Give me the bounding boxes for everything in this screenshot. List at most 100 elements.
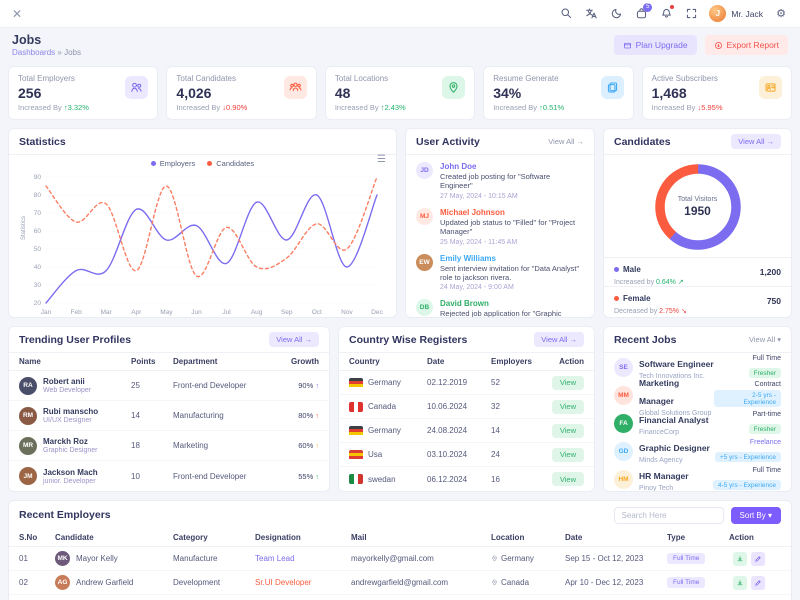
status-badge: Fresher: [748, 368, 781, 378]
status-badge: +5 yrs - Experience: [714, 452, 781, 462]
trending-profiles-panel: Trending User Profiles View All → Name Po…: [8, 326, 330, 492]
download-button[interactable]: [733, 551, 747, 566]
avatar: J: [709, 5, 727, 22]
edit-button[interactable]: [751, 551, 765, 566]
export-report-button[interactable]: Export Report: [704, 35, 788, 55]
list-item: SE Software Engineer Tech Innovations Inc.…: [604, 353, 791, 381]
svg-text:May: May: [160, 309, 173, 316]
svg-text:80: 80: [34, 192, 42, 199]
table-row: Germany 24.08.2024 14 View: [339, 419, 594, 443]
recent-jobs-view-all[interactable]: View All ▾: [749, 335, 781, 344]
translate-icon[interactable]: [584, 7, 598, 21]
avatar: GD: [614, 441, 633, 461]
cart-icon[interactable]: 5: [634, 2, 653, 21]
resume-file-icon: [600, 76, 624, 99]
svg-text:Aug: Aug: [251, 309, 263, 316]
svg-text:20: 20: [34, 300, 42, 307]
user-menu[interactable]: J Mr. Jack: [709, 5, 763, 22]
trending-view-all[interactable]: View All →: [269, 332, 319, 347]
stat-card-total-candidates: Total Candidates 4,026 Increased By ↓0.9…: [166, 66, 317, 120]
top-navbar: ✕ 5 J Mr. Jack ⚙: [0, 0, 800, 28]
user-activity-view-all[interactable]: View All →: [548, 137, 584, 146]
location-pin-icon: [492, 555, 497, 562]
status-badge: 2-5 yrs - Experience: [714, 390, 781, 408]
table-row: Canada 10.06.2024 32 View: [339, 395, 594, 419]
country-view-all[interactable]: View All →: [534, 332, 584, 347]
svg-text:Statistics: Statistics: [21, 216, 27, 240]
candidates-donut-chart: Total Visitors 1950: [650, 159, 746, 255]
avatar: JM: [19, 467, 37, 485]
avatar: DB: [416, 299, 433, 317]
avatar: FA: [614, 413, 633, 433]
avatar: EW: [416, 253, 433, 271]
candidates-icon: [283, 76, 307, 99]
view-button[interactable]: View: [551, 375, 584, 390]
legend-employers[interactable]: Employers: [150, 159, 195, 168]
subscriber-idcard-icon: [759, 76, 783, 99]
search-input[interactable]: [613, 506, 724, 524]
svg-text:Jan: Jan: [41, 309, 52, 316]
table-row: MR Marckh Roz Graphic Designer 18 Marketin…: [9, 431, 329, 461]
svg-text:Sep: Sep: [281, 309, 293, 316]
statistics-panel: Statistics Employers Candidates ☰ 20 30 40…: [8, 128, 397, 318]
notifications-icon[interactable]: [659, 4, 675, 21]
download-button[interactable]: [733, 575, 747, 590]
svg-text:Dec: Dec: [371, 309, 383, 316]
avatar: SE: [614, 357, 633, 377]
edit-button[interactable]: [751, 575, 765, 590]
list-item: FA Financial Analyst FinanceCorp Part-time…: [604, 409, 791, 437]
country-registers-panel: Country Wise Registers View All → Countr…: [338, 326, 595, 492]
svg-text:40: 40: [34, 264, 42, 271]
svg-text:70: 70: [34, 210, 42, 217]
activity-item: MJ Michael Johnson Updated job status to…: [416, 207, 584, 246]
flag-icon: [349, 401, 363, 412]
breadcrumb-dashboards[interactable]: Dashboards: [12, 48, 56, 57]
avatar: AG: [55, 575, 70, 590]
close-icon[interactable]: ✕: [12, 6, 23, 21]
legend-candidates[interactable]: Candidates: [207, 159, 254, 168]
male-legend-row: Male Increased by 0.64% ↗ 1,200: [604, 257, 791, 286]
avatar: MM: [614, 385, 633, 405]
stat-card-total-employers: Total Employers 256 Increased By ↑3.32%: [8, 66, 159, 120]
table-row: 01 MK Mayor Kelly Manufacture Team Lead m…: [9, 547, 791, 571]
table-row: RA Robert anii Web Developer 25 Front-end …: [9, 371, 329, 401]
flag-icon: [349, 474, 363, 484]
stat-cards-row: Total Employers 256 Increased By ↑3.32% …: [8, 66, 793, 120]
view-button[interactable]: View: [551, 447, 584, 462]
activity-item: JD John Doe Created job posting for "Sof…: [416, 162, 584, 200]
view-button[interactable]: View: [551, 472, 584, 486]
employers-icon: [125, 76, 149, 99]
gear-icon[interactable]: ⚙: [776, 7, 786, 20]
status-badge: Fresher: [748, 424, 781, 434]
table-row: Usa 03.10.2024 24 View: [339, 443, 594, 467]
flag-icon: [349, 377, 363, 388]
candidates-view-all[interactable]: View All →: [731, 134, 781, 149]
view-button[interactable]: View: [551, 423, 584, 438]
svg-text:Oct: Oct: [312, 309, 322, 316]
page-title: Jobs: [12, 33, 42, 47]
plan-upgrade-button[interactable]: Plan Upgrade: [613, 35, 697, 55]
sort-by-button[interactable]: Sort By ▾: [730, 506, 781, 524]
svg-text:60: 60: [34, 228, 42, 235]
flag-icon: [349, 425, 363, 436]
type-badge: Full Time: [667, 577, 706, 588]
breadcrumb-current: Jobs: [64, 48, 81, 57]
avatar: HM: [614, 469, 633, 489]
chart-menu-icon[interactable]: ☰: [377, 154, 386, 165]
user-activity-panel: User Activity View All → JD John Doe Cre…: [405, 128, 595, 318]
avatar: MR: [19, 436, 37, 455]
svg-text:Nov: Nov: [341, 309, 353, 316]
list-item: MM Marketing Manager Global Solutions Grou…: [604, 378, 791, 417]
fullscreen-icon[interactable]: [684, 7, 698, 21]
dark-mode-icon[interactable]: [609, 7, 623, 21]
flag-icon: [349, 449, 363, 460]
stat-card-active-subscribers: Active Subscribers 1,468 Increased By ↓5…: [641, 66, 793, 120]
location-pin-icon: [492, 579, 497, 586]
breadcrumb: Dashboards » Jobs: [12, 48, 81, 57]
search-icon[interactable]: [559, 7, 573, 21]
svg-text:30: 30: [34, 282, 42, 289]
view-button[interactable]: View: [551, 399, 584, 414]
location-pin-icon: [442, 76, 466, 99]
svg-text:Feb: Feb: [70, 309, 82, 316]
statistics-line-chart: 20 30 40 50 60 70 80 90 Jan Feb Mar Apr May Jun Jul Aug…: [9, 171, 396, 317]
